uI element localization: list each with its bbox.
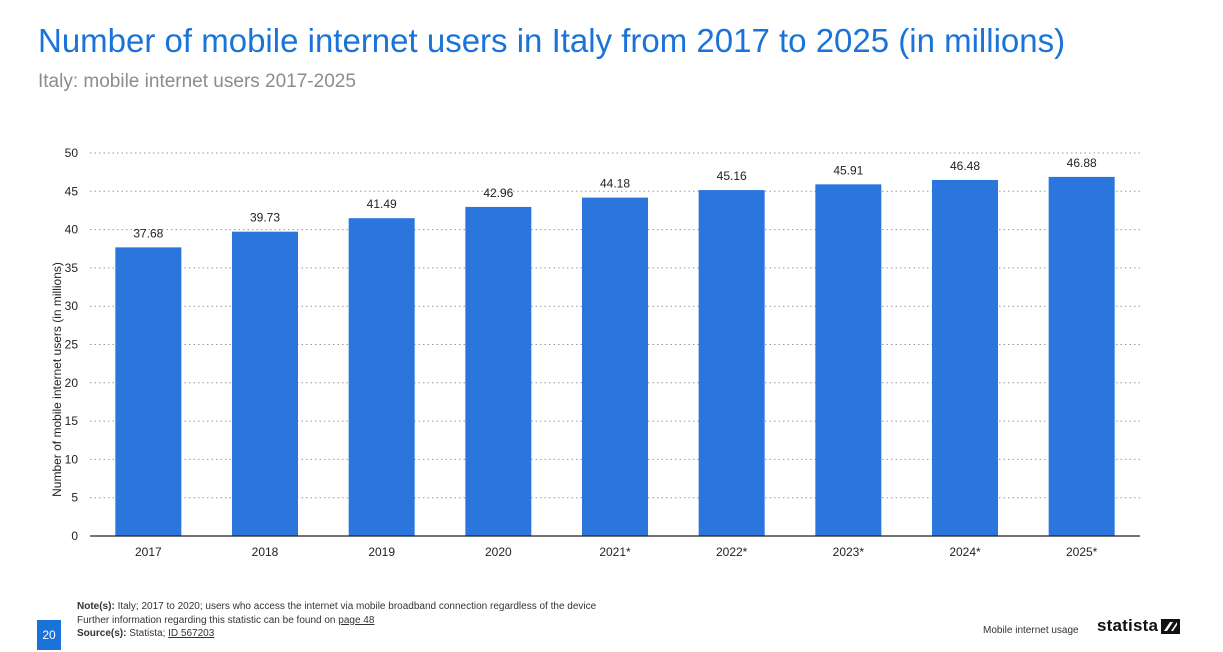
y-tick-label: 10 (65, 452, 79, 466)
bar (348, 218, 415, 537)
x-tick-label: 2021* (599, 545, 631, 559)
bar (232, 231, 298, 536)
bar (582, 197, 648, 536)
y-tick-label: 45 (65, 184, 79, 198)
chart-title: Number of mobile internet users in Italy… (38, 22, 1066, 59)
y-tick-label: 25 (65, 338, 79, 352)
notes-text: Italy; 2017 to 2020; users who access th… (117, 601, 597, 612)
x-tick-label: 2022* (716, 545, 748, 559)
data-label: 46.88 (1067, 156, 1097, 170)
bar (1048, 176, 1115, 536)
notes-line: Note(s): Italy; 2017 to 2020; users who … (77, 600, 596, 614)
footer-section-label: Mobile internet usage (983, 625, 1079, 636)
x-tick-label: 2017 (135, 545, 162, 559)
source-label: Source(s): (77, 628, 127, 639)
x-tick-label: 2024* (949, 545, 981, 559)
y-tick-label: 20 (65, 376, 79, 390)
data-label: 39.73 (250, 211, 280, 225)
brand-logo: statista (1097, 616, 1181, 636)
y-tick-label: 0 (71, 529, 78, 543)
further-info-text: Further information regarding this stati… (77, 614, 336, 626)
data-label: 37.68 (133, 226, 163, 240)
y-tick-label: 5 (71, 491, 78, 505)
y-tick-label: 15 (65, 414, 79, 428)
x-tick-label: 2025* (1066, 545, 1098, 559)
bar (932, 179, 998, 536)
y-tick-label: 35 (65, 261, 79, 275)
y-axis-title: Number of mobile internet users (in mill… (50, 262, 64, 497)
bar (465, 206, 532, 537)
data-label: 41.49 (367, 197, 397, 211)
source-link[interactable]: ID 567203 (168, 628, 215, 639)
x-tick-label: 2019 (368, 545, 395, 559)
further-info-line: Further information regarding this stati… (77, 614, 596, 628)
bar (115, 247, 182, 536)
y-tick-label: 30 (65, 299, 79, 313)
brand-name: statista (1097, 616, 1159, 635)
notes-block: Note(s): Italy; 2017 to 2020; users who … (77, 600, 596, 641)
page-number-badge: 20 (37, 620, 61, 650)
data-label: 45.16 (717, 169, 747, 183)
x-tick-label: 2020 (485, 545, 512, 559)
bar (698, 190, 765, 536)
statista-logo-icon (1161, 618, 1181, 634)
data-label: 42.96 (483, 186, 513, 200)
data-label: 46.48 (950, 159, 980, 173)
source-text: Statista; (129, 628, 166, 639)
y-tick-label: 40 (65, 223, 79, 237)
bar-chart: 0 5 10 15 20 25 30 35 40 45 50 37.68 2017 39.73 2018 41… (50, 146, 1140, 559)
notes-label: Note(s): (77, 601, 115, 612)
source-line: Source(s): Statista; ID 567203 (77, 627, 596, 641)
x-tick-label: 2023* (833, 545, 865, 559)
data-label: 44.18 (600, 177, 630, 191)
chart-subtitle: Italy: mobile internet users 2017-2025 (38, 71, 356, 92)
x-tick-label: 2018 (252, 545, 279, 559)
further-info-link[interactable]: page 48 (338, 614, 375, 626)
bar (815, 184, 882, 536)
data-label: 45.91 (833, 163, 863, 177)
y-tick-label: 50 (65, 146, 79, 160)
